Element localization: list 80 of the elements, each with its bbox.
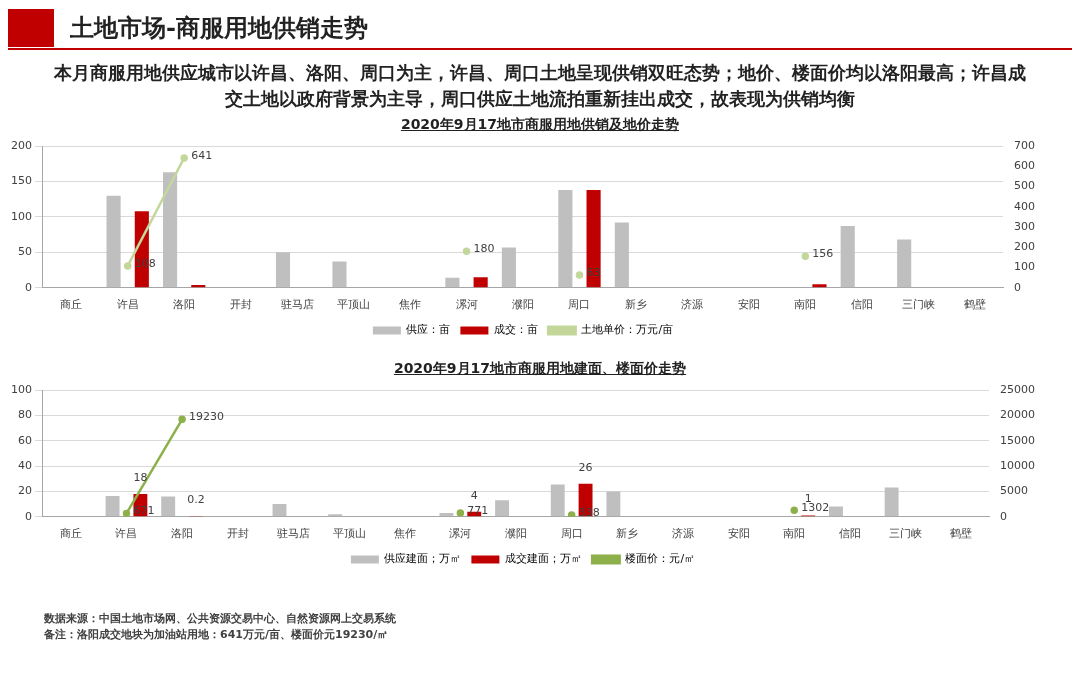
y-tick-label: 0 xyxy=(25,280,32,294)
x-tick-label: 鹤壁 xyxy=(950,527,973,541)
y2-tick-label: 200 xyxy=(1014,240,1035,254)
x-tick-label: 漯河 xyxy=(449,527,472,541)
x-tick-label: 安阳 xyxy=(737,298,760,312)
y-tick-label: 50 xyxy=(18,245,32,259)
x-tick-label: 焦作 xyxy=(399,298,422,312)
y2-tick-label: 10000 xyxy=(1000,458,1036,472)
legend-label: 楼面价：元/㎡ xyxy=(625,552,696,566)
x-tick-label: 周口 xyxy=(568,298,591,312)
text: 备注：洛阳成交地块为加油站用地：641万元/亩、楼面价元19230/㎡ xyxy=(44,627,390,643)
x-tick-label: 洛阳 xyxy=(173,298,196,312)
x-tick-label: 商丘 xyxy=(59,527,82,541)
data-label: 4 xyxy=(470,488,478,502)
x-tick-label: 三门峡 xyxy=(901,298,935,312)
x-tick-label: 驻马店 xyxy=(280,298,314,312)
x-tick-label: 商丘 xyxy=(60,298,83,312)
x-tick-label: 濮阳 xyxy=(512,298,534,312)
y2-tick-label: 100 xyxy=(1014,260,1035,274)
x-tick-label: 平顶山 xyxy=(332,527,366,541)
y-tick-label: 80 xyxy=(18,408,32,422)
y-tick-label: 0 xyxy=(25,509,32,523)
x-tick-label: 许昌 xyxy=(115,527,138,541)
y2-tick-label: 700 xyxy=(1014,138,1035,152)
legend-label: 成交建面；万㎡ xyxy=(504,552,582,566)
x-tick-label: 洛阳 xyxy=(171,527,194,541)
y2-tick-label: 300 xyxy=(1014,219,1035,233)
x-tick-label: 济源 xyxy=(681,298,704,312)
x-tick-label: 许昌 xyxy=(116,298,139,312)
y-tick-label: 200 xyxy=(11,138,32,152)
y2-tick-label: 25000 xyxy=(1000,382,1036,396)
y2-tick-label: 15000 xyxy=(1000,433,1036,447)
x-tick-label: 安阳 xyxy=(727,527,750,541)
data-label: 63 xyxy=(586,265,601,279)
chart-title: 2020年9月17地市商服用地供销及地价走势 xyxy=(399,116,681,134)
y2-tick-label: 20000 xyxy=(1000,408,1036,422)
data-label: 0.2 xyxy=(187,493,205,507)
x-tick-label: 济源 xyxy=(671,527,694,541)
x-tick-label: 开封 xyxy=(229,298,252,312)
x-tick-label: 鹤壁 xyxy=(963,298,986,312)
source-note: 数据来源：中国土地市场网、公共资源交易中心、自然资源网上交易系统 xyxy=(44,611,397,627)
x-tick-label: 焦作 xyxy=(393,527,416,541)
data-label: 180 xyxy=(473,242,495,256)
y2-tick-label: 5000 xyxy=(1000,484,1029,498)
y-tick-label: 20 xyxy=(18,484,32,498)
y2-tick-label: 500 xyxy=(1014,179,1035,193)
data-label: 641 xyxy=(191,148,213,162)
text: 土地市场-商服用地供销走势 xyxy=(70,12,368,44)
legend-label: 土地单价：万元/亩 xyxy=(581,323,674,337)
legend-label: 供应建面；万㎡ xyxy=(384,552,462,566)
legend-label: 供应：亩 xyxy=(406,323,451,337)
y-tick-label: 100 xyxy=(11,382,32,396)
data-label: 156 xyxy=(812,247,834,261)
y2-tick-label: 0 xyxy=(1014,280,1021,294)
x-tick-label: 驻马店 xyxy=(276,527,310,541)
chart-title: 2020年9月17地市商服用地建面、楼面价走势 xyxy=(392,360,688,378)
data-label: 26 xyxy=(578,460,593,474)
y-tick-label: 100 xyxy=(11,209,32,223)
legend-label: 成交：亩 xyxy=(493,323,538,337)
y2-tick-label: 0 xyxy=(1000,509,1008,523)
data-label: 19230 xyxy=(189,410,225,424)
x-tick-label: 信阳 xyxy=(838,527,861,541)
text: 本月商服用地供应城市以许昌、洛阳、周口为主，许昌、周口土地呈现供销双旺态势；地价、楼面价均以洛阳最高；许昌成交土地以政府背景为主导，周口供应土地流拍重新挂出成交，故表现为供销均衡 xyxy=(53,61,1027,111)
x-tick-label: 新乡 xyxy=(624,298,647,312)
x-tick-label: 开封 xyxy=(226,527,249,541)
x-tick-label: 新乡 xyxy=(616,527,639,541)
data-label: 18 xyxy=(133,470,148,484)
y-tick-label: 150 xyxy=(11,174,32,188)
y2-tick-label: 400 xyxy=(1014,199,1035,213)
x-tick-label: 南阳 xyxy=(794,298,817,312)
x-tick-label: 平顶山 xyxy=(337,298,371,312)
x-tick-label: 周口 xyxy=(560,527,583,541)
y2-tick-label: 600 xyxy=(1014,159,1035,173)
y-tick-label: 60 xyxy=(18,433,32,447)
x-tick-label: 漯河 xyxy=(455,298,478,312)
x-tick-label: 南阳 xyxy=(783,527,806,541)
y-tick-label: 40 xyxy=(18,458,32,472)
x-tick-label: 信阳 xyxy=(850,298,873,312)
x-tick-label: 濮阳 xyxy=(505,527,527,541)
x-tick-label: 三门峡 xyxy=(889,527,923,541)
